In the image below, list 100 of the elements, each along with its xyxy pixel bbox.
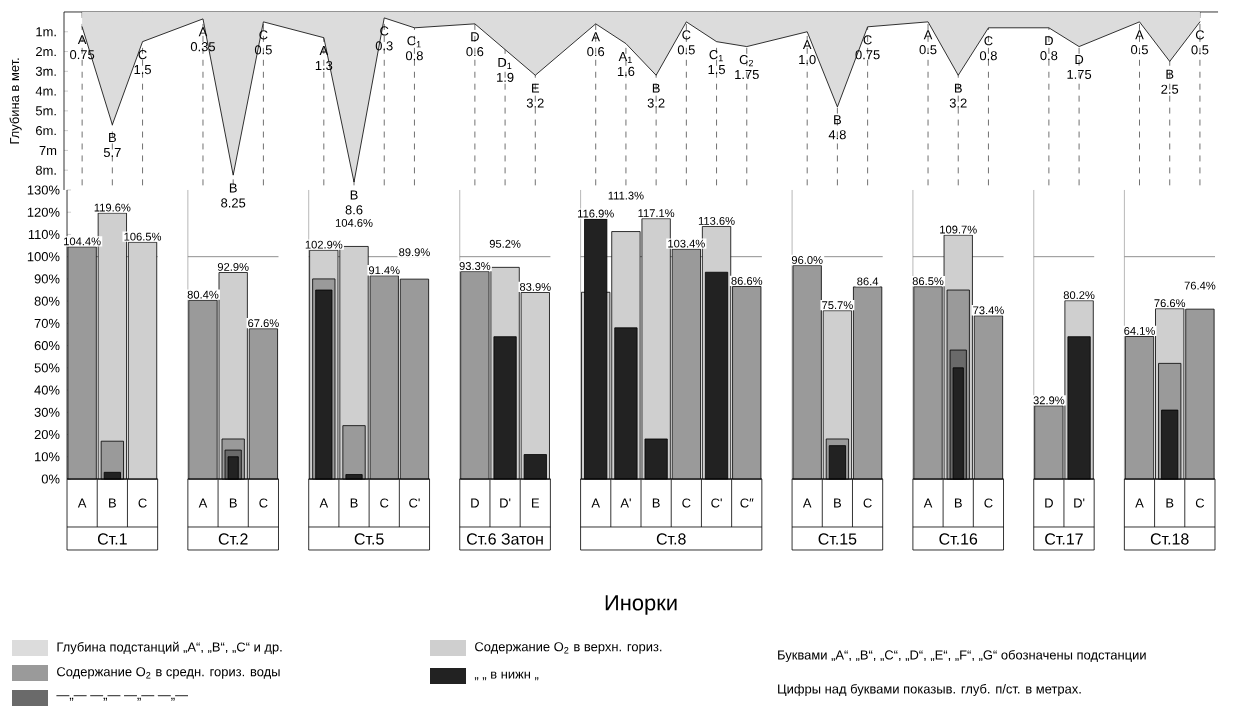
data-label: 0.6	[587, 47, 605, 57]
category-label: E	[532, 83, 540, 93]
data-label: 103.4%	[668, 239, 705, 248]
category-label: D	[1045, 36, 1053, 46]
data-label: 80.4%	[187, 290, 219, 299]
data-label: 0.6	[466, 47, 484, 57]
category-label: C$_{1}$	[709, 50, 723, 62]
category-label: A	[802, 40, 812, 50]
data-label: 8.25	[221, 198, 246, 208]
y-tick-label: 50%	[34, 363, 60, 373]
data-label: 86.5%	[912, 277, 944, 286]
x-tick-label: B	[229, 498, 237, 508]
data-label: 0.75	[855, 50, 880, 60]
x-tick-label: A	[1135, 498, 1144, 508]
category-label: D	[1075, 54, 1084, 64]
data-label: 2.5	[1161, 84, 1179, 94]
category-label: C	[380, 26, 389, 36]
x-tick-label: A'	[620, 498, 631, 508]
x-tick-label: C	[138, 498, 147, 508]
x-tick-label: C'	[711, 498, 722, 508]
x-tick-label: A	[198, 498, 208, 508]
data-label: 96.0%	[791, 256, 823, 264]
y-tick-label: 130%	[27, 185, 60, 195]
text: Ст.1	[97, 533, 127, 545]
legend-label: „ „ в нижн „	[474, 671, 539, 681]
data-label: 86.6%	[731, 276, 763, 285]
data-label: 104.6%	[335, 218, 373, 227]
y-tick-label: 20%	[34, 429, 60, 440]
data-label: 0.5	[254, 45, 272, 55]
x-tick-label: B	[1166, 498, 1174, 508]
text: Ст.8	[656, 533, 686, 545]
legend-label: Содержание O$_{2}$ в верхн. гориз.	[475, 642, 662, 654]
x-tick-label: D'	[1074, 498, 1085, 508]
text: Ст.18	[1150, 533, 1189, 545]
category-label: D	[471, 32, 479, 42]
category-label: B	[652, 83, 660, 93]
category-label: D$_{1}$	[498, 57, 512, 69]
text: Ст.17	[1045, 533, 1083, 545]
data-label: 106.5%	[124, 232, 162, 241]
data-label: 1.3	[315, 60, 333, 71]
x-tick-label: B	[350, 498, 358, 508]
data-label: 3.2	[949, 98, 967, 108]
category-label: C	[138, 50, 147, 60]
data-label: 4.8	[828, 130, 846, 140]
x-tick-label: C	[984, 498, 993, 508]
x-tick-label: B	[954, 498, 962, 508]
data-label: 0.35	[190, 42, 216, 52]
text: Инорки	[605, 595, 677, 615]
y-tick-label: 0%	[41, 474, 60, 484]
data-label: 117.1%	[638, 209, 675, 218]
category-label: A$_{1}$	[618, 52, 632, 64]
y-tick-label: 7m	[39, 145, 57, 155]
category-label: C	[863, 35, 872, 45]
data-label: 3.2	[647, 98, 665, 108]
data-label: 0.8	[1040, 51, 1058, 61]
y-tick-label: 110%	[28, 229, 60, 240]
category-label: A	[77, 35, 87, 45]
data-label: 0.8	[979, 51, 997, 61]
data-label: 1.75	[1067, 69, 1092, 79]
text: Ст.16	[939, 533, 978, 545]
x-tick-label: C	[682, 498, 691, 508]
data-label: 92.9%	[217, 262, 249, 271]
text: Цифры над буквами показыв. глуб. п/ст. в метрах.	[778, 683, 1081, 697]
data-label: 64.1%	[1124, 327, 1155, 335]
x-tick-label: C'	[409, 498, 420, 508]
data-label: 5.7	[103, 148, 121, 158]
x-tick-label: D	[1045, 498, 1053, 508]
category-label: C	[1195, 30, 1205, 40]
y-tick-label: 30%	[34, 407, 60, 417]
y-tick-label: 8m.	[35, 165, 56, 175]
data-label: 0.5	[677, 45, 695, 55]
y-tick-label: 3m.	[35, 66, 56, 76]
data-label: 102.9%	[305, 240, 343, 249]
text: Ст.15	[818, 533, 857, 545]
category-label: B	[109, 133, 116, 143]
data-label: 83.9%	[519, 282, 551, 291]
data-label: 75.7%	[822, 301, 853, 310]
y-tick-label: 90%	[34, 274, 60, 284]
legend-label: Содержание O$_{2}$ в средн. гориз. воды	[57, 667, 280, 679]
data-label: 1.75	[735, 70, 759, 80]
text: Буквами „A“, „B“, „C“, „D“, „E“, „F“, „G“ обозначены подстанции	[778, 649, 1146, 663]
data-label: 80.2%	[1063, 291, 1095, 300]
data-label: 1.9	[497, 72, 514, 82]
y-tick-label: 1m.	[36, 27, 56, 37]
data-label: 1.6	[617, 66, 635, 76]
y-tick-label: 80%	[34, 296, 60, 306]
x-tick-label: C	[259, 498, 268, 508]
legend-label: —„— —„— —„— —„—	[56, 695, 189, 701]
legend-label: Глубина подстанций „A“, „B“, „C“ и др.	[57, 641, 282, 655]
y-tick-label: 10%	[35, 452, 60, 462]
x-tick-label: A	[923, 498, 933, 508]
x-tick-label: A	[319, 498, 329, 508]
data-label: 119.6%	[94, 203, 131, 212]
category-label: A	[198, 27, 208, 37]
category-label: B	[954, 83, 962, 93]
data-label: 0.5	[919, 45, 937, 55]
category-label: C	[984, 36, 993, 46]
data-label: 0.3	[375, 41, 393, 51]
category-label: B	[834, 115, 842, 125]
category-label: C$_{2}$	[739, 55, 754, 67]
